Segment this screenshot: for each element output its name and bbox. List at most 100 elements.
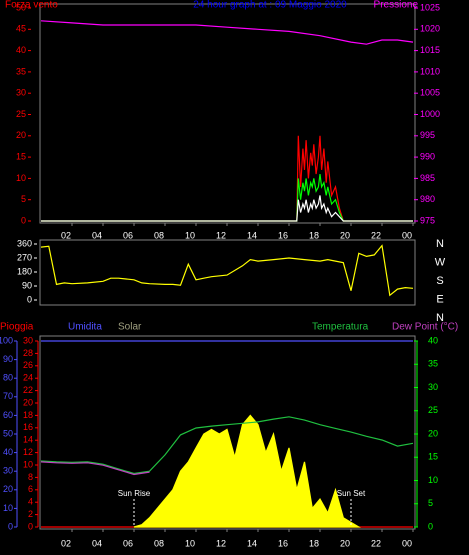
x-tick-label: 18 (309, 538, 319, 548)
x-tick-label: 08 (154, 230, 164, 240)
y3-tick-label: 70 (3, 391, 13, 401)
y-tick-label: 40 (16, 45, 26, 55)
y-tick-label: 14 (23, 435, 33, 445)
y2-tick-label: 20 (428, 428, 438, 438)
series-line (41, 135, 413, 222)
y2-tick-label: 40 (428, 335, 438, 345)
compass-label: E (436, 293, 443, 305)
y-tick-label: 16 (23, 422, 33, 432)
y3-tick-label: 50 (3, 428, 13, 438)
y2-tick-label: 35 (428, 359, 438, 369)
y-tick-label: 20 (16, 130, 26, 140)
y-tick-label: 2 (28, 509, 33, 519)
x-tick-label: 18 (309, 230, 319, 240)
y2-tick-label: 0 (428, 521, 433, 531)
series-line (40, 20, 414, 45)
y-tick-label: 45 (16, 24, 26, 34)
y-tick-label: 22 (23, 385, 33, 395)
x-tick-label: 04 (92, 230, 102, 240)
x-tick-label: 06 (123, 230, 133, 240)
x-tick-label: 20 (340, 230, 350, 240)
y-tick-label: 0 (21, 215, 26, 225)
x-tick-label: 10 (185, 230, 195, 240)
y3-tick-label: 80 (3, 373, 13, 383)
y2-tick-label: 985 (420, 173, 435, 183)
y-tick-label: 25 (16, 109, 26, 119)
series-line (40, 416, 414, 475)
series-label: Solar (118, 322, 142, 333)
x-tick-label: 22 (371, 538, 381, 548)
y2-tick-label: 975 (420, 215, 435, 225)
y-axis-label: Forza vento (5, 0, 58, 11)
x-tick-label: 16 (278, 538, 288, 548)
y3-tick-label: 0 (8, 521, 13, 531)
y-tick-label: 30 (16, 88, 26, 98)
y-tick-label: 5 (21, 194, 26, 204)
compass-label: N (436, 238, 444, 250)
chart-title: 24 hour graph at : 09 Maggio 2020 (193, 0, 347, 11)
y3-tick-label: 30 (3, 466, 13, 476)
y3-tick-label: 10 (3, 503, 13, 513)
x-tick-label: 02 (61, 230, 71, 240)
y3-tick-label: 60 (3, 410, 13, 420)
area (133, 414, 361, 528)
y2-tick-label: 1005 (420, 88, 440, 98)
plot-frame (39, 3, 416, 224)
series-label: Dew Point (°C) (392, 322, 458, 333)
x-tick-label: 08 (154, 538, 164, 548)
y-tick-label: 26 (23, 360, 33, 370)
y2-tick-label: 10 (428, 475, 438, 485)
series-label: Pioggia (0, 322, 34, 333)
compass-label: W (435, 256, 446, 268)
y2-tick-label: 995 (420, 130, 435, 140)
y-tick-label: 90 (22, 280, 32, 290)
series-label: Umidita (68, 322, 102, 333)
y-tick-label: 20 (23, 397, 33, 407)
y-tick-label: 180 (17, 266, 32, 276)
y3-tick-label: 90 (3, 354, 13, 364)
y-tick-label: 4 (28, 497, 33, 507)
y-tick-label: 50 (16, 2, 26, 12)
y3-tick-label: 100 (0, 335, 13, 345)
y-tick-label: 24 (23, 373, 33, 383)
compass-label: N (436, 312, 444, 324)
y-tick-label: 30 (23, 335, 33, 345)
x-tick-label: 10 (185, 538, 195, 548)
x-tick-label: 16 (278, 230, 288, 240)
y-tick-label: 10 (16, 173, 26, 183)
y-tick-label: 6 (28, 484, 33, 494)
y3-tick-label: 20 (3, 484, 13, 494)
y2-tick-label: 1025 (420, 2, 440, 12)
x-tick-label: 00 (402, 538, 412, 548)
plot-frame (39, 239, 416, 306)
series-line (40, 244, 414, 297)
annotation: Sun Rise (118, 489, 151, 498)
y2-tick-label: 5 (428, 498, 433, 508)
y2-tick-label: 1000 (420, 109, 440, 119)
y-tick-label: 0 (28, 521, 33, 531)
y-tick-label: 18 (23, 410, 33, 420)
y-tick-label: 10 (23, 459, 33, 469)
y2-tick-label: 25 (428, 405, 438, 415)
y2-tick-label: 1015 (420, 45, 440, 55)
x-tick-label: 04 (92, 538, 102, 548)
y-tick-label: 8 (28, 472, 33, 482)
y2-tick-label: 30 (428, 382, 438, 392)
y2-tick-label: 1020 (420, 24, 440, 34)
y-tick-label: 28 (23, 348, 33, 358)
series-line (40, 461, 150, 476)
compass-label: S (436, 275, 443, 287)
x-tick-label: 06 (123, 538, 133, 548)
y-tick-label: 15 (16, 151, 26, 161)
y2-tick-label: 1010 (420, 66, 440, 76)
x-tick-label: 12 (216, 538, 226, 548)
series-label: Temperatura (312, 322, 369, 333)
series-line (41, 174, 413, 222)
y-tick-label: 270 (17, 252, 32, 262)
y2-tick-label: 990 (420, 151, 435, 161)
x-tick-label: 20 (340, 538, 350, 548)
y2-tick-label: 15 (428, 452, 438, 462)
y3-tick-label: 40 (3, 447, 13, 457)
